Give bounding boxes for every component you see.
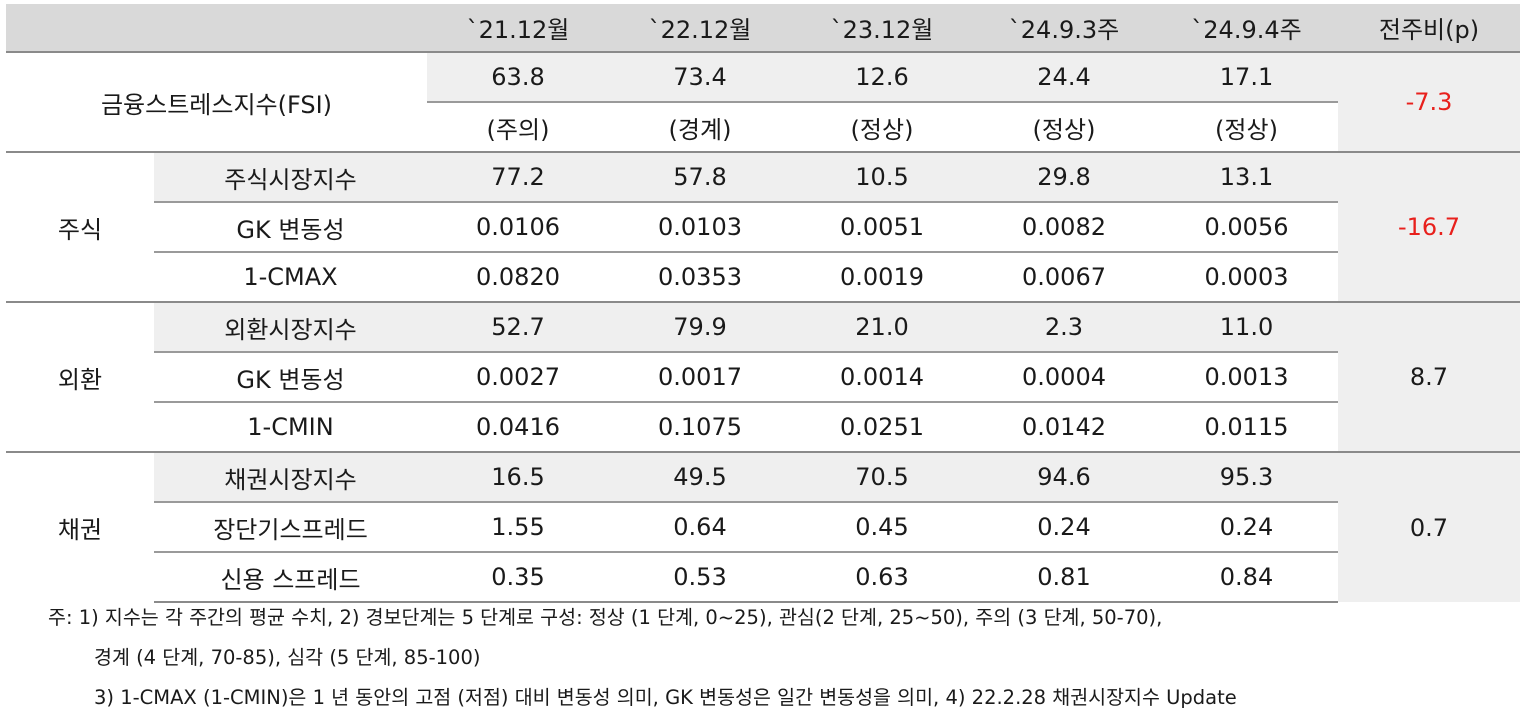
table-row: 1-CMAX 0.0820 0.0353 0.0019 0.0067 0.000… xyxy=(6,251,1520,302)
value-cell: 0.0017 xyxy=(609,351,791,402)
value-cell: 0.0353 xyxy=(609,251,791,302)
row-label: 장단기스프레드 xyxy=(154,501,427,552)
row-label: 외환시장지수 xyxy=(154,301,427,352)
group-change: 8.7 xyxy=(1338,301,1520,452)
fsi-value: 17.1 xyxy=(1155,51,1338,102)
table-row: 신용 스프레드 0.35 0.53 0.63 0.81 0.84 xyxy=(6,551,1520,603)
header-cell: `24.9.4주 xyxy=(1155,4,1338,52)
value-cell: 0.81 xyxy=(973,551,1155,603)
value-cell: 0.0106 xyxy=(427,201,609,252)
table-row: 채권 채권시장지수 16.5 49.5 70.5 94.6 95.3 0.7 xyxy=(6,451,1520,602)
value-cell: 0.0082 xyxy=(973,201,1155,252)
value-cell: 13.1 xyxy=(1155,151,1338,202)
value-cell: 94.6 xyxy=(973,451,1155,502)
fsi-level: (주의) xyxy=(427,101,609,152)
table-row: 1-CMIN 0.0416 0.1075 0.0251 0.0142 0.011… xyxy=(6,401,1520,452)
value-cell: 0.0014 xyxy=(791,351,973,402)
value-cell: 0.45 xyxy=(791,501,973,552)
value-cell: 0.0051 xyxy=(791,201,973,252)
row-label: 1-CMAX xyxy=(154,251,427,302)
group-label: 주식 xyxy=(6,151,154,302)
value-cell: 0.64 xyxy=(609,501,791,552)
group-change: -16.7 xyxy=(1338,151,1520,302)
value-cell: 16.5 xyxy=(427,451,609,502)
fsi-level-row: (주의) (경계) (정상) (정상) (정상) xyxy=(6,101,1520,152)
value-cell: 0.0115 xyxy=(1155,401,1338,452)
value-cell: 0.0027 xyxy=(427,351,609,402)
table-row: 주식 주식시장지수 77.2 57.8 10.5 29.8 13.1 -16.7 xyxy=(6,151,1520,302)
value-cell: 0.0820 xyxy=(427,251,609,302)
table-row: GK 변동성 0.0027 0.0017 0.0014 0.0004 0.001… xyxy=(6,351,1520,402)
value-cell: 21.0 xyxy=(791,301,973,352)
value-cell: 0.24 xyxy=(973,501,1155,552)
header-cell: `22.12월 xyxy=(609,4,791,52)
value-cell: 79.9 xyxy=(609,301,791,352)
row-label: 신용 스프레드 xyxy=(154,551,427,603)
row-label: 채권시장지수 xyxy=(154,451,427,502)
fsi-label: 금융스트레스지수(FSI) xyxy=(6,51,427,152)
fsi-value: 63.8 xyxy=(427,51,609,102)
footnote-line: 3) 1-CMAX (1-CMIN)은 1 년 동안의 고점 (저점) 대비 변… xyxy=(94,686,1237,709)
value-cell: 0.0067 xyxy=(973,251,1155,302)
value-cell: 95.3 xyxy=(1155,451,1338,502)
fsi-level: (정상) xyxy=(973,101,1155,152)
header-cell: `24.9.3주 xyxy=(973,4,1155,52)
value-cell: 0.0416 xyxy=(427,401,609,452)
value-cell: 10.5 xyxy=(791,151,973,202)
header-cell: `23.12월 xyxy=(791,4,973,52)
table-row: GK 변동성 0.0106 0.0103 0.0051 0.0082 0.005… xyxy=(6,201,1520,252)
value-cell: 0.0004 xyxy=(973,351,1155,402)
header-row: `21.12월 `22.12월 `23.12월 `24.9.3주 `24.9.4… xyxy=(6,4,1520,52)
group-label: 채권 xyxy=(6,451,154,602)
value-cell: 0.0003 xyxy=(1155,251,1338,302)
fsi-value: 12.6 xyxy=(791,51,973,102)
row-label: 1-CMIN xyxy=(154,401,427,452)
value-cell: 0.35 xyxy=(427,551,609,603)
group-label: 외환 xyxy=(6,301,154,452)
fsi-level: (경계) xyxy=(609,101,791,152)
footnote-line: 경계 (4 단계, 70-85), 심각 (5 단계, 85-100) xyxy=(94,646,481,669)
footnotes: 주: 1) 지수는 각 주간의 평균 수치, 2) 경보단계는 5 단계로 구성… xyxy=(48,598,1518,718)
value-cell: 0.63 xyxy=(791,551,973,603)
value-cell: 29.8 xyxy=(973,151,1155,202)
fsi-change: -7.3 xyxy=(1338,51,1520,152)
value-cell: 77.2 xyxy=(427,151,609,202)
fsi-table: `21.12월 `22.12월 `23.12월 `24.9.3주 `24.9.4… xyxy=(6,4,1520,603)
value-cell: 0.84 xyxy=(1155,551,1338,603)
fsi-value-row: 금융스트레스지수(FSI) 63.8 73.4 12.6 24.4 17.1 -… xyxy=(6,51,1520,152)
value-cell: 52.7 xyxy=(427,301,609,352)
row-label: 주식시장지수 xyxy=(154,151,427,202)
value-cell: 0.0013 xyxy=(1155,351,1338,402)
header-cell: 전주비(p) xyxy=(1338,4,1520,52)
table-row: 장단기스프레드 1.55 0.64 0.45 0.24 0.24 xyxy=(6,501,1520,552)
value-cell: 1.55 xyxy=(427,501,609,552)
value-cell: 0.0251 xyxy=(791,401,973,452)
group-change: 0.7 xyxy=(1338,451,1520,602)
row-label: GK 변동성 xyxy=(154,201,427,252)
fsi-level: (정상) xyxy=(1155,101,1338,152)
value-cell: 0.0056 xyxy=(1155,201,1338,252)
value-cell: 70.5 xyxy=(791,451,973,502)
footnote-line: 주: 1) 지수는 각 주간의 평균 수치, 2) 경보단계는 5 단계로 구성… xyxy=(48,606,1163,629)
header-cell: `21.12월 xyxy=(427,4,609,52)
value-cell: 0.0142 xyxy=(973,401,1155,452)
fsi-value: 24.4 xyxy=(973,51,1155,102)
value-cell: 0.0019 xyxy=(791,251,973,302)
value-cell: 57.8 xyxy=(609,151,791,202)
value-cell: 0.0103 xyxy=(609,201,791,252)
table-row: 외환 외환시장지수 52.7 79.9 21.0 2.3 11.0 8.7 xyxy=(6,301,1520,452)
header-blank xyxy=(6,4,427,52)
value-cell: 0.24 xyxy=(1155,501,1338,552)
fsi-level: (정상) xyxy=(791,101,973,152)
value-cell: 2.3 xyxy=(973,301,1155,352)
value-cell: 0.53 xyxy=(609,551,791,603)
value-cell: 49.5 xyxy=(609,451,791,502)
fsi-value: 73.4 xyxy=(609,51,791,102)
value-cell: 11.0 xyxy=(1155,301,1338,352)
value-cell: 0.1075 xyxy=(609,401,791,452)
row-label: GK 변동성 xyxy=(154,351,427,402)
